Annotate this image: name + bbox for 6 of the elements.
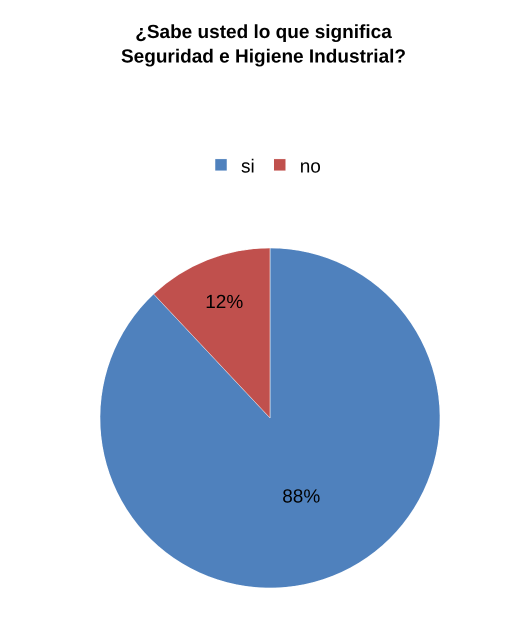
pie-slice: [100, 248, 440, 588]
chart-title: ¿Sabe usted lo que significa Seguridad e Higiene Industrial?: [120, 22, 406, 68]
legend-label: no: [300, 156, 321, 178]
legend-label: si: [241, 156, 255, 178]
data-label: 88%: [282, 486, 320, 508]
data-label: 12%: [205, 292, 244, 313]
